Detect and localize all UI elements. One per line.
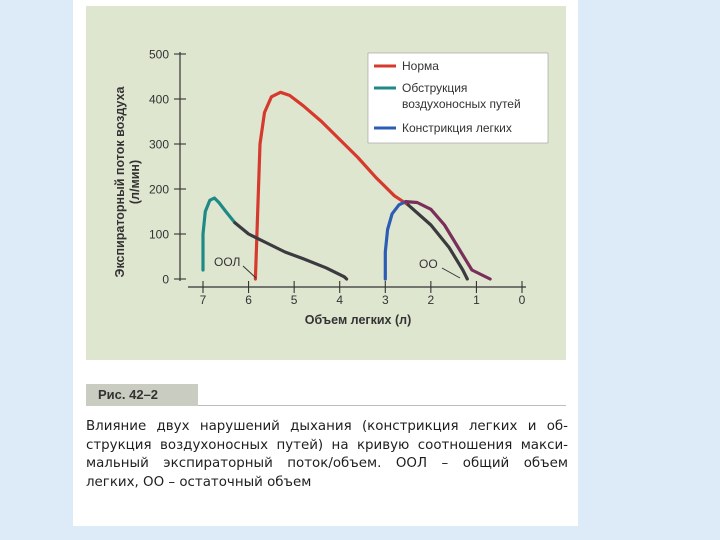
axes bbox=[179, 52, 526, 288]
caption-line: струкция воздухоносных путей) на кривую … bbox=[86, 437, 568, 453]
y-axis-label-line-1: Экспираторный поток воздуха bbox=[113, 86, 127, 278]
legend-label-constriction: Констрикция легких bbox=[402, 121, 512, 135]
series-line-2 bbox=[201, 196, 237, 272]
y-axis-title: Экспираторный поток воздуха (л/мин) bbox=[113, 86, 142, 278]
series-line-5 bbox=[404, 200, 492, 281]
legend-label-norma: Норма bbox=[402, 59, 439, 73]
caption-line: Влияние двух нарушений дыхания (констрик… bbox=[86, 419, 568, 434]
y-tick-label: 500 bbox=[149, 48, 169, 62]
legend-label-obstruction-line-1: Обструкция bbox=[402, 81, 467, 95]
x-tick-label: 1 bbox=[473, 293, 480, 307]
y-axis-label-line-2: (л/мин) bbox=[128, 160, 142, 204]
annotation-ool-label: ООЛ bbox=[214, 255, 240, 269]
series-line-1 bbox=[406, 203, 469, 281]
y-tick-label: 0 bbox=[162, 273, 169, 287]
annotation-oo-pointer bbox=[441, 267, 461, 279]
figure-caption: Влияние двух нарушений дыхания (констрик… bbox=[86, 418, 568, 492]
series-group bbox=[201, 90, 492, 281]
x-tick-label: 3 bbox=[382, 293, 389, 307]
figure-label-rule bbox=[198, 405, 566, 406]
x-tick-label: 7 bbox=[200, 293, 207, 307]
annotation-oo: ОО bbox=[419, 257, 461, 279]
x-tick-label: 5 bbox=[291, 293, 298, 307]
legend-label-obstruction-line-2: воздухоносных путей bbox=[402, 97, 521, 111]
legend-box bbox=[367, 52, 549, 144]
series-line-4 bbox=[383, 200, 408, 281]
y-tick-label: 200 bbox=[149, 183, 169, 197]
series-line-3 bbox=[233, 221, 349, 281]
tick-group: 0 100 200 300 400 500 7 6 5 4 3 2 1 0 bbox=[149, 48, 526, 308]
y-tick-label: 400 bbox=[149, 93, 169, 107]
x-tick-label: 6 bbox=[245, 293, 252, 307]
y-tick-label: 300 bbox=[149, 138, 169, 152]
x-tick-label: 4 bbox=[336, 293, 343, 307]
series-line-0 bbox=[253, 90, 410, 281]
x-axis-label: Объем легких (л) bbox=[305, 313, 411, 327]
annotation-ool: ООЛ bbox=[214, 255, 257, 279]
x-tick-label: 2 bbox=[428, 293, 435, 307]
annotation-oo-label: ОО bbox=[419, 257, 438, 271]
annotation-ool-pointer bbox=[242, 265, 257, 279]
caption-line: легких, ОО – остаточный объем bbox=[86, 474, 312, 490]
y-tick-label: 100 bbox=[149, 228, 169, 242]
x-tick-label: 0 bbox=[519, 293, 526, 307]
caption-line: мальный экспираторный поток/объем. ООЛ –… bbox=[86, 456, 568, 471]
legend: Норма Обструкция воздухоносных путей Кон… bbox=[367, 52, 549, 144]
figure-label: Рис. 42–2 bbox=[86, 384, 198, 406]
